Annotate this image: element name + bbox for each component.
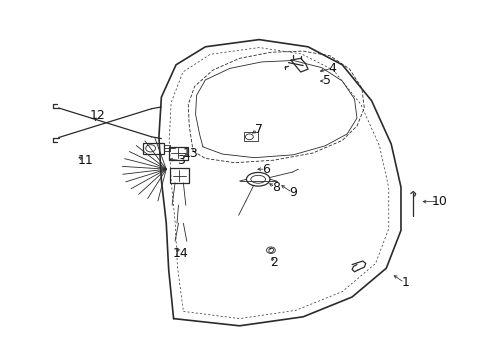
Text: 8: 8 [272,181,280,194]
Text: 6: 6 [262,163,270,176]
Text: 14: 14 [173,247,188,260]
Text: 3: 3 [177,154,184,167]
Text: 7: 7 [255,123,263,136]
Text: 2: 2 [269,256,277,269]
Text: 1: 1 [401,276,409,289]
Text: 10: 10 [431,195,447,208]
Text: 9: 9 [289,186,297,199]
Text: 13: 13 [183,147,198,159]
Text: 12: 12 [90,109,105,122]
Text: 11: 11 [78,154,93,167]
Text: 5: 5 [322,75,330,87]
Text: 4: 4 [328,62,336,75]
